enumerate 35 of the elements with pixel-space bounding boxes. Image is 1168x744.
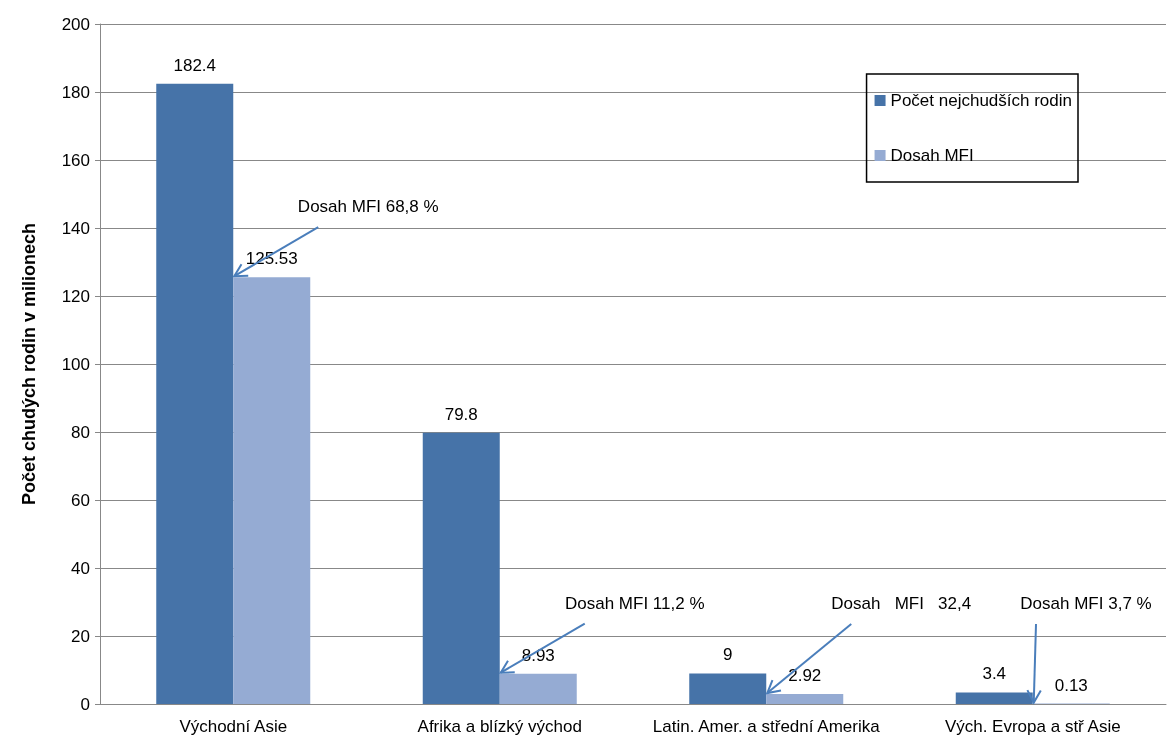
x-tick-label: Latin. Amer. a střední Amerika <box>652 717 881 736</box>
y-tick-label: 20 <box>71 626 90 646</box>
y-tick-label: 80 <box>71 422 90 442</box>
y-tick-label: 60 <box>71 490 90 510</box>
y-tick-label: 180 <box>61 82 90 102</box>
annotation: Dosah MFI 3,7 % <box>1020 594 1152 613</box>
y-tick-label: 40 <box>71 558 90 578</box>
annotation: Dosah MFI 11,2 % <box>564 593 705 613</box>
data-label: 0.13 <box>1054 675 1088 695</box>
annotation: Dosah MFI 68,8 % <box>297 197 439 217</box>
bar <box>499 673 577 704</box>
x-tick-label: Vých. Evropa a stř Asie <box>944 717 1121 736</box>
x-tick-label: Afrika a blízký východ <box>417 717 582 736</box>
data-label: 9 <box>723 645 733 665</box>
y-axis-title: Počet chudých rodin v milionech <box>19 222 39 506</box>
data-label: 79.8 <box>444 404 478 424</box>
y-tick-label: 120 <box>61 286 90 306</box>
y-tick-label: 100 <box>61 354 90 374</box>
y-tick-label: 0 <box>80 694 90 714</box>
data-label: 3.4 <box>982 664 1007 684</box>
y-tick-label: 140 <box>61 218 90 238</box>
y-tick-label: 160 <box>61 150 90 170</box>
bar <box>156 83 234 704</box>
data-label: 2.92 <box>788 666 822 686</box>
bar <box>422 432 500 704</box>
legend-label: Dosah MFI <box>890 146 974 165</box>
data-label: 182.4 <box>173 55 217 75</box>
bar <box>955 692 1033 704</box>
bar <box>233 277 311 704</box>
legend-label: Počet nejchudších rodin <box>890 91 1073 110</box>
y-tick-label: 200 <box>61 14 90 34</box>
annotation: Dosah MFI 32,4 <box>831 594 972 613</box>
bar <box>766 694 844 704</box>
bar <box>689 673 767 704</box>
x-tick-label: Východní Asie <box>179 717 288 736</box>
